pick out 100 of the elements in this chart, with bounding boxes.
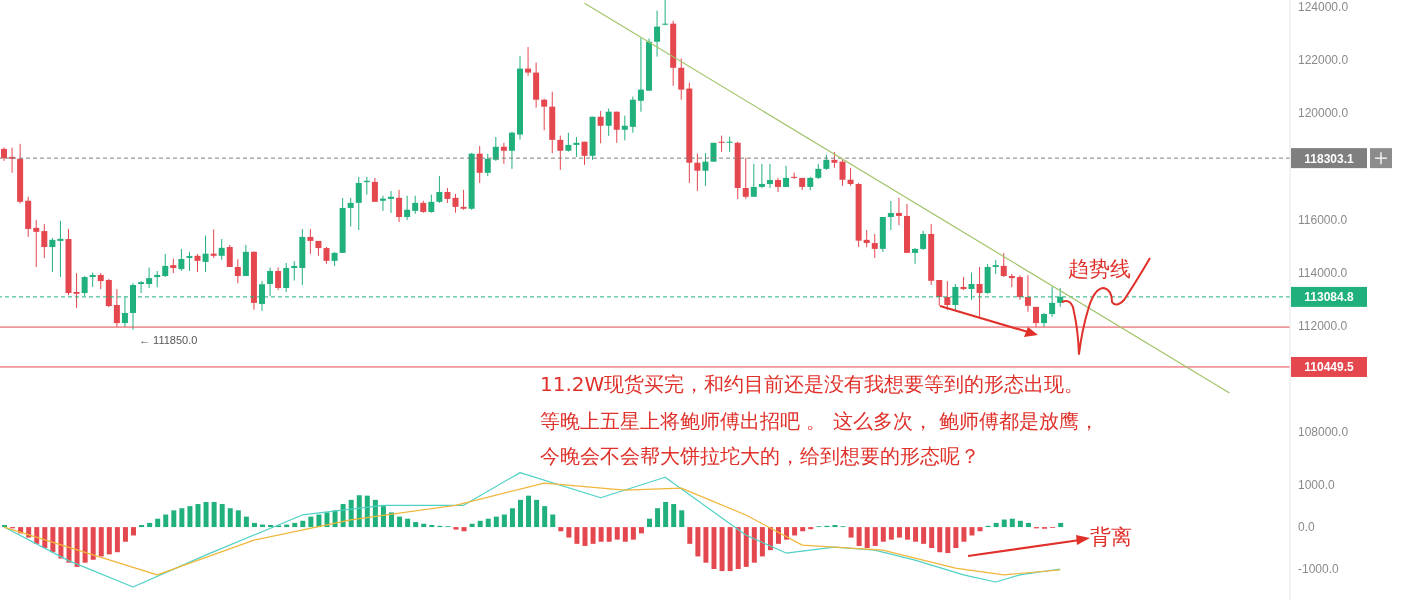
candlestick xyxy=(920,230,927,251)
bar xyxy=(114,527,120,553)
bar xyxy=(550,514,556,528)
candlestick xyxy=(791,172,798,180)
candlestick xyxy=(291,260,298,282)
candlestick xyxy=(637,37,644,113)
bar xyxy=(751,527,757,563)
candlestick xyxy=(234,258,241,284)
bar xyxy=(2,524,7,528)
bar xyxy=(598,527,604,542)
bar xyxy=(558,527,564,532)
candlestick xyxy=(783,165,790,188)
bar xyxy=(647,518,652,528)
annotation: 11.2W现货买完，和约目前还是没有我想要等到的形态出现。 xyxy=(540,372,1085,396)
bar xyxy=(776,527,781,544)
candlestick xyxy=(976,266,983,318)
candlestick xyxy=(702,152,709,187)
bar xyxy=(590,527,596,544)
y-tick-label: 108000.0 xyxy=(1298,425,1349,440)
bar xyxy=(139,524,145,528)
candlestick xyxy=(57,220,64,278)
candlestick xyxy=(541,98,548,131)
candlestick xyxy=(871,233,878,259)
candlestick xyxy=(573,136,580,158)
bar xyxy=(308,516,314,528)
bar xyxy=(743,527,749,567)
bar xyxy=(574,527,580,544)
bar xyxy=(832,524,838,528)
candlestick xyxy=(887,200,894,231)
bar xyxy=(695,527,701,557)
bar xyxy=(800,527,806,532)
bar xyxy=(155,518,161,528)
bar xyxy=(300,520,306,528)
candlestick xyxy=(178,248,185,272)
bar xyxy=(663,501,669,528)
bar xyxy=(518,499,523,528)
candlestick xyxy=(944,280,951,311)
bar xyxy=(977,527,983,532)
y-tick-label: 0.0 xyxy=(1298,520,1316,535)
y-tick-label: 112000.0 xyxy=(1298,319,1348,333)
bar xyxy=(896,527,902,538)
bar xyxy=(98,527,104,557)
candlestick xyxy=(73,272,80,309)
bar xyxy=(171,510,177,528)
candlestick xyxy=(525,46,532,77)
line-series xyxy=(3,482,1061,576)
candlestick xyxy=(436,175,443,204)
bar xyxy=(405,518,411,528)
candlestick xyxy=(839,158,846,187)
candlestick xyxy=(146,267,153,289)
bar xyxy=(727,527,733,572)
bar xyxy=(606,527,612,542)
ref-line-label: 113084.8 xyxy=(1304,290,1355,305)
bar xyxy=(211,501,217,528)
bar xyxy=(526,495,532,528)
candlestick xyxy=(742,157,749,200)
bar xyxy=(179,508,185,528)
bar xyxy=(638,527,644,534)
bar xyxy=(397,516,403,528)
candlestick xyxy=(210,228,217,259)
candlestick xyxy=(41,223,48,259)
candlestick xyxy=(476,145,483,184)
candlestick xyxy=(347,197,354,228)
candlestick xyxy=(371,177,378,203)
candlestick xyxy=(428,194,435,214)
bar xyxy=(348,499,354,528)
y-tick-label: -1000.0 xyxy=(1298,562,1340,577)
candlestick xyxy=(758,163,765,189)
annotation: 趋势线 xyxy=(1068,257,1131,283)
candlestick xyxy=(605,107,612,137)
candlestick xyxy=(621,115,628,141)
bar xyxy=(122,527,128,542)
bar xyxy=(235,510,241,528)
candlestick xyxy=(33,219,40,268)
bar xyxy=(848,527,854,538)
bar xyxy=(477,520,483,528)
bar xyxy=(380,506,386,528)
bar xyxy=(251,522,257,528)
bar xyxy=(913,527,919,542)
bar xyxy=(1001,519,1007,528)
bar xyxy=(356,495,362,528)
bar xyxy=(614,527,620,540)
candlestick xyxy=(379,195,386,212)
bar xyxy=(582,527,588,546)
candlestick xyxy=(750,163,757,198)
candlestick xyxy=(283,262,290,293)
candlestick xyxy=(412,195,419,215)
candlestick xyxy=(557,135,564,171)
line-series xyxy=(3,472,1061,588)
bar xyxy=(921,527,927,544)
candlestick xyxy=(726,136,733,153)
candlestick xyxy=(766,163,773,189)
candlestick xyxy=(500,142,507,165)
ref-line-label: 110449.5 xyxy=(1304,360,1355,375)
candlestick xyxy=(1000,252,1007,278)
candlestick xyxy=(49,237,56,273)
annotation: 等晚上五星上将鲍师傅出招吧 。 这么多次， 鲍师傅都是放鹰， xyxy=(540,409,1100,433)
bar xyxy=(880,527,886,542)
bar xyxy=(993,522,999,528)
bar xyxy=(622,527,628,542)
